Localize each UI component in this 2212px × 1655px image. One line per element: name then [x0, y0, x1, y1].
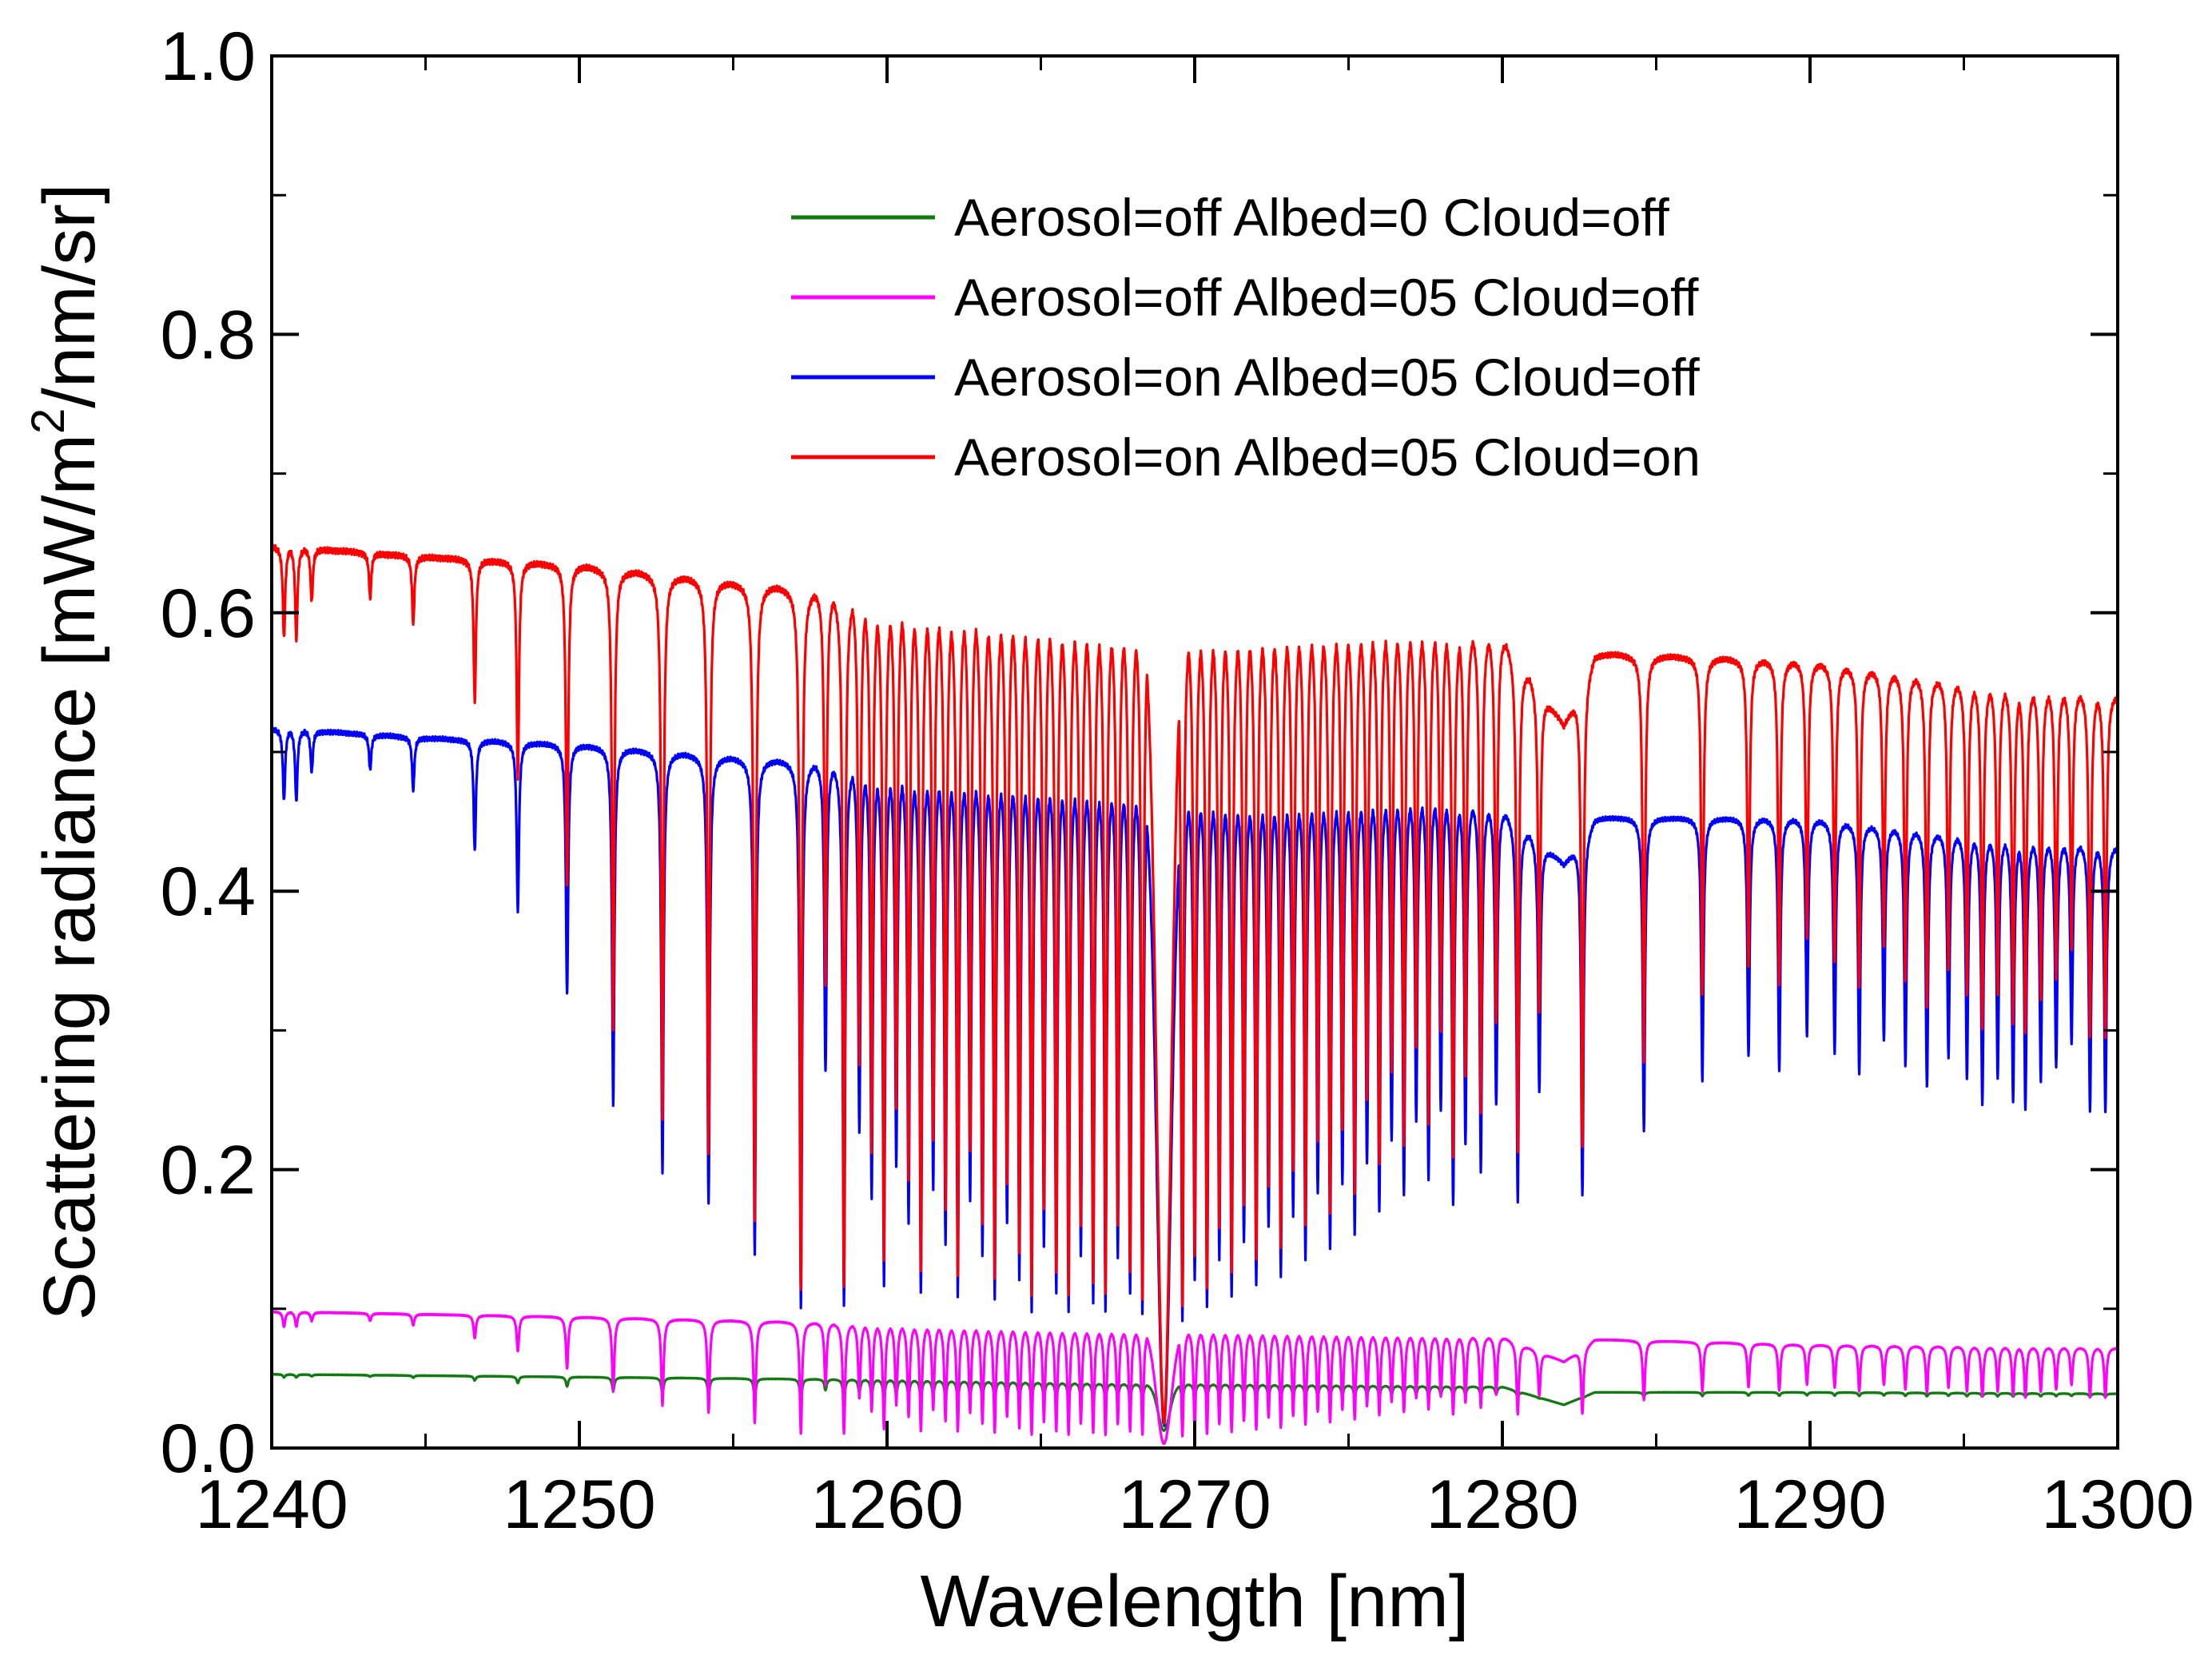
y-axis-title-base: Scattering radiance [mW/m	[29, 434, 110, 1320]
series-line-3	[272, 726, 2118, 1427]
x-tick-label: 1270	[1118, 1466, 1271, 1543]
legend-label: Aerosol=on Albed=05 Cloud=off	[954, 348, 1700, 407]
y-axis-title-sup: 2	[22, 408, 74, 434]
x-tick-label: 1240	[195, 1466, 348, 1543]
x-tick-label: 1300	[2041, 1466, 2194, 1543]
y-tick-label: 0.6	[160, 575, 256, 652]
ticks-layer	[270, 54, 2119, 1450]
y-axis-title-tail: /nm/sr]	[29, 184, 110, 408]
y-tick-label: 0.4	[160, 853, 256, 930]
x-axis-title: Wavelength [nm]	[921, 1561, 1470, 1642]
y-tick-label: 0.0	[160, 1410, 256, 1487]
legend: Aerosol=off Albed=0 Cloud=off Aerosol=off…	[791, 188, 1701, 487]
y-axis-title: Scattering radiance [mW/m2/nm/sr]	[22, 184, 110, 1321]
series-line-4	[272, 543, 2118, 1426]
x-tick-label: 1260	[810, 1466, 963, 1543]
x-tick-label: 1250	[503, 1466, 655, 1543]
y-tick-label: 0.2	[160, 1132, 256, 1209]
y-tick-label: 0.8	[160, 296, 256, 373]
x-tick-label: 1280	[1426, 1466, 1578, 1543]
legend-label: Aerosol=on Albed=05 Cloud=on	[954, 428, 1701, 487]
y-tick-label: 1.0	[160, 18, 256, 95]
x-tick-label: 1290	[1733, 1466, 1886, 1543]
legend-label: Aerosol=off Albed=05 Cloud=off	[954, 268, 1699, 327]
legend-label: Aerosol=off Albed=0 Cloud=off	[954, 188, 1669, 247]
tick-labels: 1240 1250 1260 1270 1280 1290 1300 0.0 0.2 0.4 0.6…	[160, 18, 2194, 1543]
